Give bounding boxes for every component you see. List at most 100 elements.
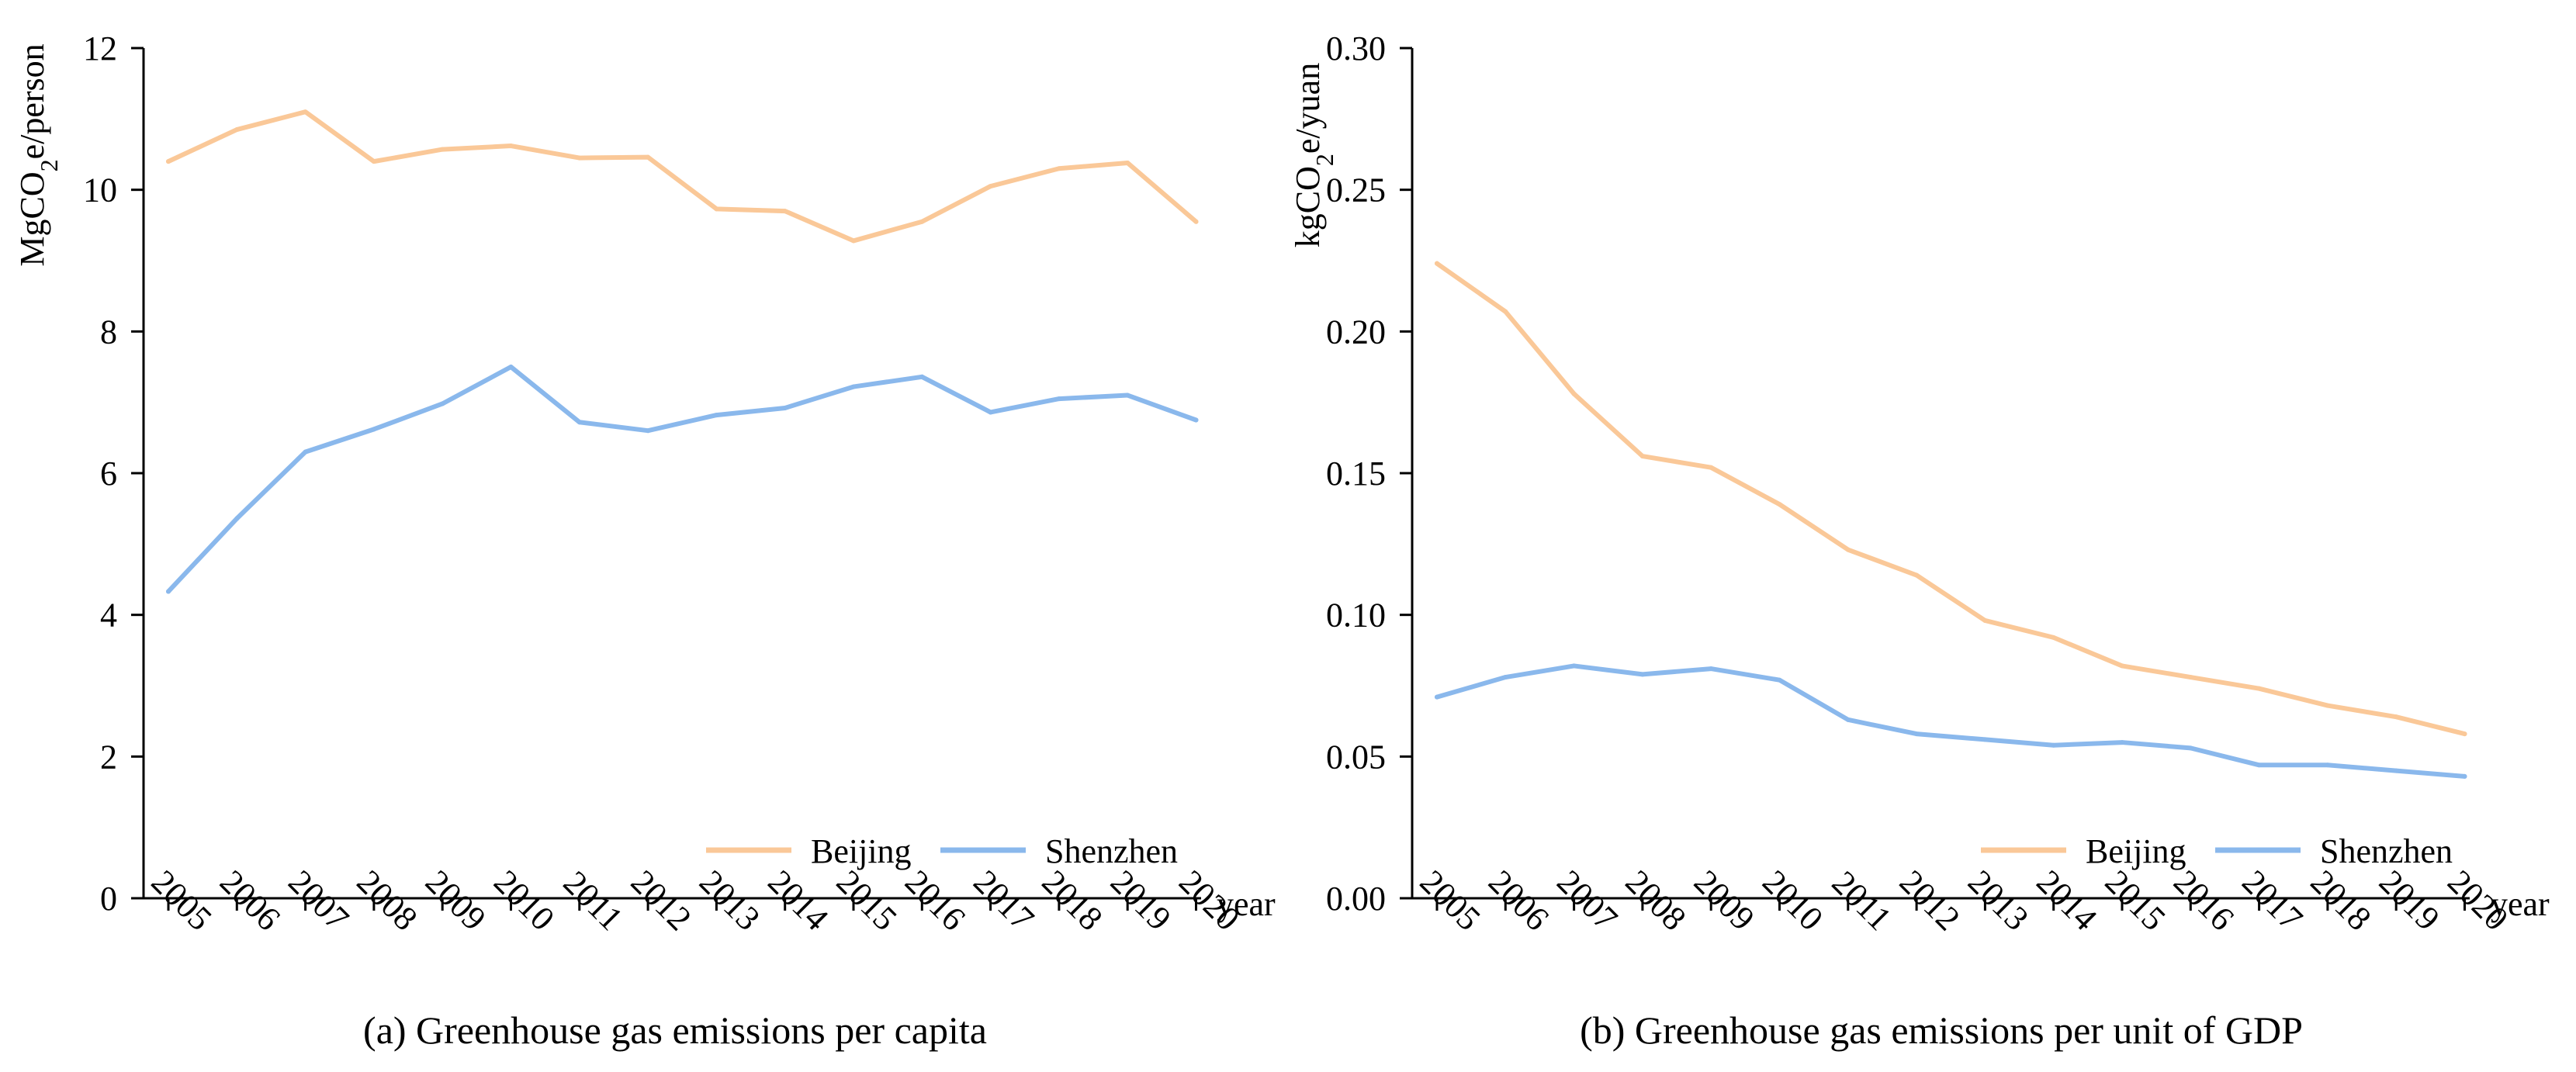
data-point-beijing [1571, 391, 1577, 396]
data-point-shenzhen [851, 384, 856, 389]
data-point-beijing [1982, 617, 1988, 623]
x-tick-label: 2006 [1481, 863, 1556, 938]
series-line-beijing [1435, 261, 2467, 737]
x-tick-label: 2009 [418, 863, 493, 938]
chart-panel-a: MgCO2e/person year (a) Greenhouse gas em… [13, 29, 1276, 1052]
data-point-beijing [2462, 731, 2467, 737]
x-tick-label: 2017 [2235, 863, 2310, 938]
x-tick-label: 2020 [2440, 863, 2515, 938]
data-point-shenzhen [988, 410, 993, 415]
data-point-shenzhen [1709, 666, 1714, 672]
x-tick-label: 2011 [556, 863, 631, 938]
data-point-beijing [1125, 160, 1130, 165]
y-tick-label: 8 [100, 313, 117, 351]
data-point-beijing [1709, 465, 1714, 470]
data-point-shenzhen [303, 449, 308, 455]
data-point-beijing [1845, 547, 1851, 552]
data-point-shenzhen [1777, 677, 1782, 683]
data-point-beijing [646, 154, 651, 160]
data-point-beijing [782, 209, 788, 214]
legend-label-beijing: Beijing [811, 832, 912, 870]
data-point-shenzhen [2325, 763, 2330, 768]
x-tick-label: 2010 [486, 863, 562, 938]
data-point-beijing [576, 155, 582, 161]
x-tick-label: 2012 [1892, 863, 1968, 938]
data-point-shenzhen [234, 516, 240, 521]
data-point-shenzhen [2188, 745, 2193, 751]
data-point-shenzhen [1639, 672, 1645, 677]
data-point-shenzhen [2051, 742, 2056, 748]
data-point-shenzhen [508, 365, 514, 369]
y-tick-label: 0.15 [1326, 455, 1386, 493]
caption-a: (a) Greenhouse gas emissions per capita [363, 1008, 987, 1052]
x-tick-label: 2014 [760, 863, 836, 938]
data-point-shenzhen [1193, 417, 1199, 423]
data-point-shenzhen [440, 401, 445, 406]
data-point-beijing [1777, 502, 1782, 507]
data-point-beijing [1056, 166, 1061, 171]
x-tick-label: 2014 [2029, 863, 2104, 938]
y-tick-label: 0.05 [1326, 738, 1386, 776]
data-point-shenzhen [1056, 396, 1061, 402]
x-tick-label: 2017 [966, 863, 1041, 938]
data-point-beijing [988, 184, 993, 189]
y-tick-label: 2 [100, 738, 117, 776]
y-tick-label: 12 [83, 29, 117, 67]
series-line-shenzhen [166, 365, 1199, 594]
data-point-beijing [2120, 663, 2124, 669]
data-point-shenzhen [646, 428, 651, 434]
data-point-beijing [1639, 454, 1645, 459]
data-point-shenzhen [1845, 717, 1851, 722]
data-point-beijing [1435, 261, 1439, 266]
data-point-shenzhen [1982, 737, 1988, 742]
x-axis-label-a: year [1217, 885, 1276, 923]
x-tick-label: 2016 [2166, 863, 2242, 938]
y-tick-label: 10 [83, 171, 117, 209]
data-point-beijing [166, 159, 171, 164]
y-tick-label: 0.00 [1326, 880, 1386, 918]
legend-label-shenzhen: Shenzhen [2320, 832, 2453, 870]
data-point-shenzhen [1571, 663, 1577, 669]
y-axis-label-a: MgCO2e/person [13, 43, 63, 266]
data-point-beijing [2188, 675, 2193, 680]
y-axis-label-b: kgCO2e/yuan [1289, 63, 1338, 247]
x-tick-label: 2015 [2098, 863, 2173, 938]
data-point-shenzhen [782, 405, 788, 410]
series-line-shenzhen [1435, 663, 2467, 779]
data-point-beijing [2394, 714, 2399, 720]
y-tick-label: 0 [100, 880, 117, 918]
data-point-shenzhen [1125, 392, 1130, 398]
data-point-shenzhen [2120, 740, 2124, 745]
data-point-beijing [1503, 309, 1508, 314]
y-tick-label: 0.30 [1326, 29, 1386, 67]
x-tick-label: 2018 [1035, 863, 1110, 938]
legend-label-beijing: Beijing [2086, 832, 2186, 870]
y-tick-label: 0.20 [1326, 313, 1386, 351]
data-point-beijing [234, 127, 240, 133]
x-tick-label: 2011 [1825, 863, 1899, 938]
data-point-shenzhen [2394, 768, 2399, 773]
data-point-shenzhen [2462, 773, 2467, 779]
data-point-beijing [303, 109, 308, 115]
x-tick-label: 2008 [1619, 863, 1694, 938]
data-point-beijing [2325, 703, 2330, 708]
data-point-beijing [2051, 635, 2056, 640]
x-tick-label: 2016 [898, 863, 973, 938]
x-tick-label: 2010 [1755, 863, 1830, 938]
data-point-beijing [1193, 219, 1199, 224]
series-line-beijing [166, 109, 1199, 244]
data-point-shenzhen [1914, 731, 1920, 737]
caption-b: (b) Greenhouse gas emissions per unit of… [1580, 1008, 2303, 1052]
data-point-shenzhen [919, 374, 925, 379]
x-tick-label: 2019 [1103, 863, 1179, 938]
x-tick-label: 2015 [829, 863, 905, 938]
x-tick-label: 2008 [350, 863, 425, 938]
x-tick-label: 2007 [281, 863, 356, 938]
y-tick-label: 0.10 [1326, 597, 1386, 635]
data-point-beijing [371, 159, 376, 164]
x-tick-label: 2005 [1413, 863, 1488, 938]
y-tick-label: 6 [100, 455, 117, 493]
data-point-shenzhen [576, 420, 582, 425]
data-point-shenzhen [371, 427, 376, 432]
